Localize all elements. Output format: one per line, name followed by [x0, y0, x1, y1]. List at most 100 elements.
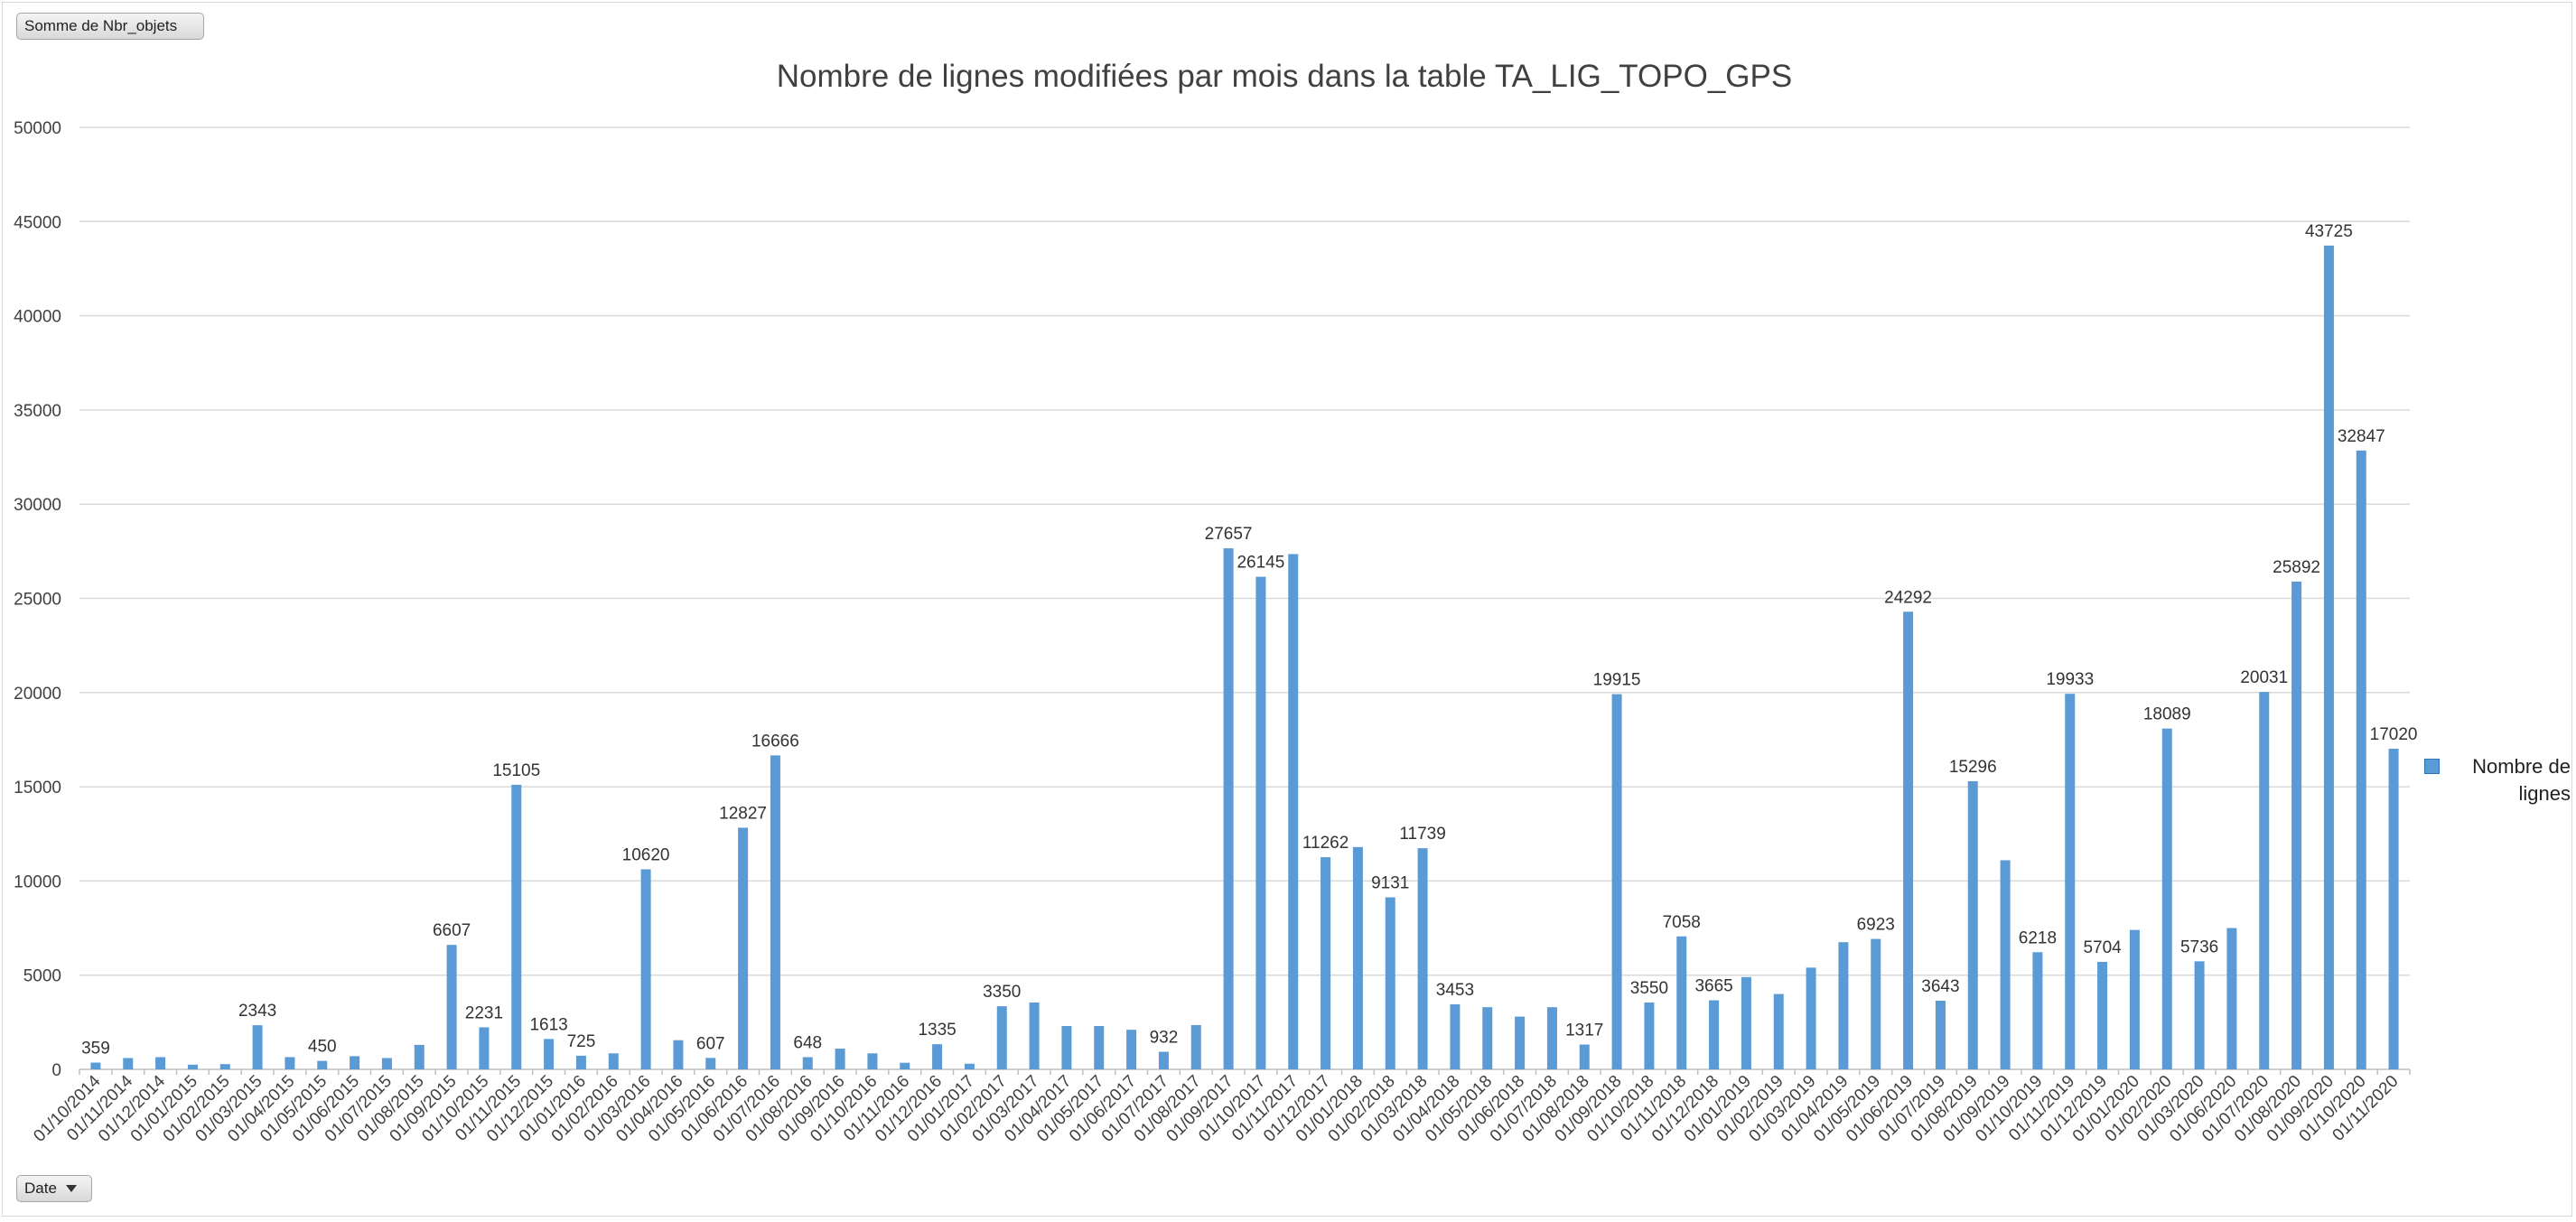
bar [155, 1057, 166, 1069]
data-label: 10620 [622, 845, 670, 864]
data-label: 3453 [1436, 981, 1474, 1000]
bar [1806, 967, 1816, 1069]
bar [996, 1006, 1007, 1069]
data-label: 5704 [2083, 938, 2122, 957]
bar [1288, 554, 1299, 1069]
bar [90, 1062, 101, 1069]
bar [1255, 576, 1266, 1069]
y-tick-label: 15000 [14, 779, 61, 798]
bar [123, 1058, 134, 1069]
data-label: 24292 [1884, 588, 1932, 607]
bar [738, 827, 749, 1069]
y-tick-label: 20000 [14, 685, 61, 704]
bar [2161, 728, 2172, 1069]
y-tick-label: 5000 [23, 967, 61, 986]
bar [964, 1063, 975, 1069]
y-tick-label: 40000 [14, 308, 61, 327]
bar [2129, 929, 2140, 1069]
data-label: 19915 [1593, 671, 1641, 690]
bar [835, 1049, 845, 1069]
data-label: 11739 [1399, 825, 1445, 844]
bar [2356, 450, 2366, 1069]
data-label: 6218 [2019, 928, 2057, 947]
date-filter-label: Date [24, 1180, 57, 1197]
data-label: 648 [793, 1033, 822, 1052]
data-label: 25892 [2273, 558, 2320, 577]
data-label: 12827 [719, 804, 767, 823]
bar [187, 1064, 198, 1069]
value-field-label: Somme de Nbr_objets [24, 17, 178, 34]
bar [2194, 961, 2205, 1069]
bar [1190, 1024, 1201, 1069]
value-field-button[interactable]: Somme de Nbr_objets [16, 13, 204, 40]
bar [2000, 860, 2011, 1069]
bar [673, 1040, 684, 1069]
bar [1579, 1044, 1590, 1069]
data-label: 1335 [918, 1021, 956, 1040]
data-label: 7058 [1663, 913, 1701, 932]
bar [932, 1044, 943, 1069]
bar [2323, 245, 2334, 1070]
data-label: 19933 [2046, 670, 2094, 689]
bar [252, 1025, 263, 1069]
y-tick-label: 25000 [14, 591, 61, 610]
chart-title: Nombre de lignes modifiées par mois dans… [777, 59, 1792, 94]
data-label: 16666 [751, 732, 799, 751]
y-tick-label: 30000 [14, 496, 61, 515]
bar [575, 1055, 586, 1069]
y-tick-label: 35000 [14, 402, 61, 421]
bar [770, 755, 780, 1069]
data-label: 3550 [1630, 979, 1668, 998]
bar [350, 1056, 360, 1069]
bar [446, 945, 457, 1069]
bar [317, 1060, 328, 1069]
bar [1611, 694, 1622, 1069]
data-label: 27657 [1205, 525, 1253, 544]
data-label: 359 [81, 1040, 110, 1059]
bar [1450, 1003, 1461, 1069]
bar [1741, 976, 1751, 1069]
bar [2065, 694, 2076, 1069]
y-tick-label: 45000 [14, 213, 61, 232]
data-label: 15296 [1949, 758, 1997, 777]
bar [1482, 1007, 1493, 1069]
bar [1644, 1002, 1655, 1069]
data-label: 18089 [2143, 705, 2191, 724]
dropdown-arrow-icon [65, 1185, 77, 1192]
bar [2259, 692, 2270, 1069]
date-filter-button[interactable]: Date [16, 1175, 92, 1202]
data-label: 43725 [2305, 222, 2353, 241]
bar [1871, 938, 1881, 1069]
data-label: 2343 [238, 1002, 276, 1021]
data-label: 32847 [2338, 427, 2385, 446]
bar [802, 1057, 813, 1069]
bar [2032, 952, 2043, 1069]
bar [2291, 581, 2302, 1069]
data-label: 450 [308, 1038, 337, 1057]
bar [414, 1044, 425, 1069]
bar [1935, 1001, 1946, 1069]
data-label: 1613 [529, 1015, 567, 1034]
bar [1321, 857, 1331, 1069]
y-tick-label: 50000 [14, 119, 61, 138]
bar [511, 784, 522, 1069]
data-label: 725 [567, 1032, 596, 1051]
bar [900, 1062, 910, 1069]
legend-swatch [2424, 759, 2440, 774]
bar [2097, 962, 2108, 1069]
legend-label: Nombre de lignes [2472, 755, 2571, 805]
data-label: 932 [1150, 1029, 1179, 1048]
data-label: 6923 [1857, 916, 1895, 935]
bar [1223, 548, 1234, 1069]
data-label: 3665 [1694, 977, 1732, 996]
gridlines [79, 126, 2410, 1070]
data-label: 607 [696, 1034, 725, 1053]
data-label: 20031 [2240, 668, 2288, 687]
bar [608, 1053, 619, 1069]
bar [1903, 611, 1914, 1069]
y-axis: 0 5000 10000 15000 20000 25000 30000 35000 40000… [14, 119, 61, 1080]
bar [1709, 1000, 1720, 1069]
